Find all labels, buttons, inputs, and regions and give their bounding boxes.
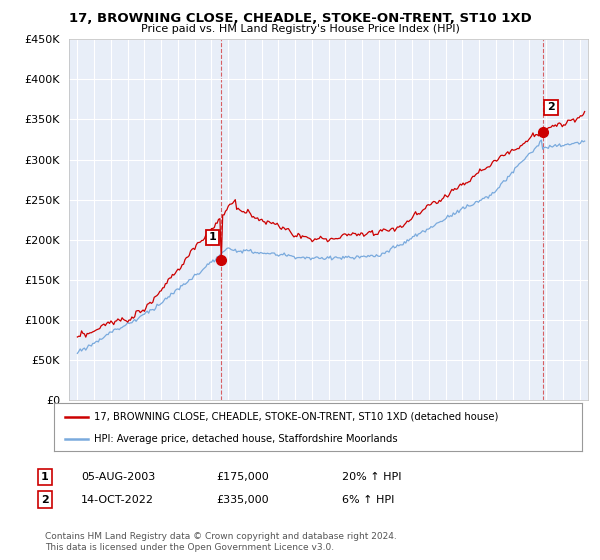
Text: 14-OCT-2022: 14-OCT-2022	[81, 494, 154, 505]
Text: Contains HM Land Registry data © Crown copyright and database right 2024.
This d: Contains HM Land Registry data © Crown c…	[45, 532, 397, 552]
Text: 17, BROWNING CLOSE, CHEADLE, STOKE-ON-TRENT, ST10 1XD: 17, BROWNING CLOSE, CHEADLE, STOKE-ON-TR…	[68, 12, 532, 25]
Text: 20% ↑ HPI: 20% ↑ HPI	[342, 472, 401, 482]
Text: Price paid vs. HM Land Registry's House Price Index (HPI): Price paid vs. HM Land Registry's House …	[140, 24, 460, 34]
Text: 1: 1	[209, 232, 217, 242]
Text: £335,000: £335,000	[216, 494, 269, 505]
Text: 05-AUG-2003: 05-AUG-2003	[81, 472, 155, 482]
Text: 1: 1	[41, 472, 49, 482]
Text: 2: 2	[41, 494, 49, 505]
Text: 6% ↑ HPI: 6% ↑ HPI	[342, 494, 394, 505]
Text: 2: 2	[547, 102, 555, 113]
Text: 17, BROWNING CLOSE, CHEADLE, STOKE-ON-TRENT, ST10 1XD (detached house): 17, BROWNING CLOSE, CHEADLE, STOKE-ON-TR…	[94, 412, 498, 422]
Text: HPI: Average price, detached house, Staffordshire Moorlands: HPI: Average price, detached house, Staf…	[94, 434, 397, 444]
Text: £175,000: £175,000	[216, 472, 269, 482]
